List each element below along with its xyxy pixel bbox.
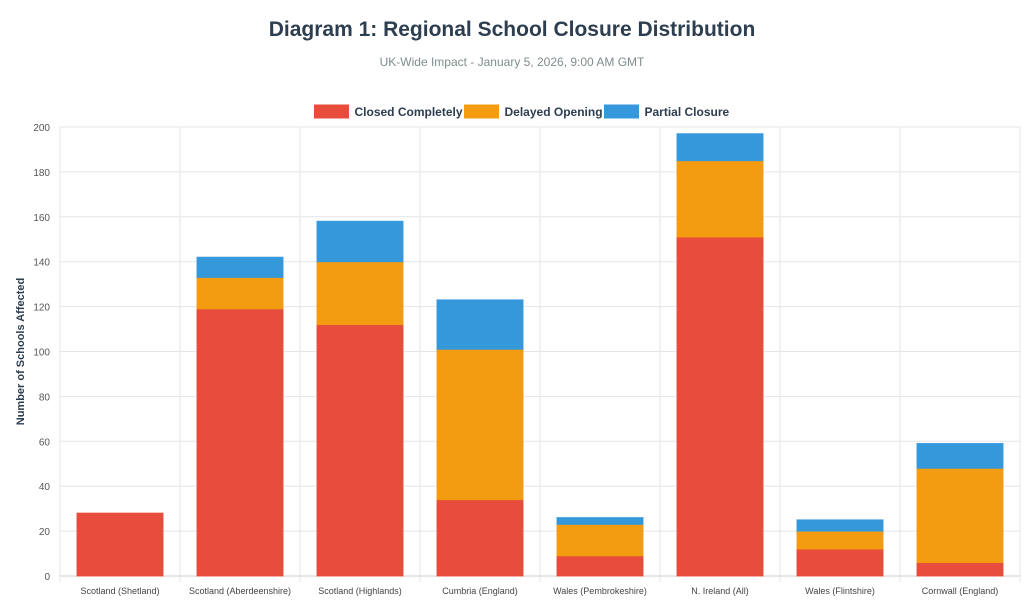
bar-segment-closed-completely (916, 562, 1004, 577)
y-tick-label: 140 (33, 258, 50, 269)
legend-label: Closed Completely (355, 105, 463, 119)
bar-segment-delayed-opening (676, 160, 764, 238)
bar-segment-closed-completely (436, 499, 524, 577)
y-tick-label: 40 (39, 482, 51, 493)
legend-swatch (604, 104, 639, 119)
y-tick-label: 160 (33, 213, 50, 224)
y-tick-label: 20 (39, 527, 51, 538)
x-tick-label: Wales (Pembrokeshire) (553, 586, 647, 596)
x-tick-label: Cumbria (England) (442, 586, 518, 596)
bar-segment-closed-completely (556, 555, 644, 577)
legend-swatch (314, 104, 349, 119)
x-tick-label: N. Ireland (All) (691, 586, 749, 596)
y-axis-title: Number of Schools Affected (15, 278, 27, 426)
y-tick-label: 120 (33, 303, 50, 314)
bar-segment-partial-closure (436, 299, 524, 350)
bar-segment-closed-completely (196, 308, 284, 577)
x-tick-label: Wales (Flintshire) (805, 586, 875, 596)
legend-label: Partial Closure (645, 105, 730, 119)
y-tick-label: 80 (39, 392, 51, 403)
x-tick-label: Scotland (Shetland) (80, 586, 159, 596)
bar-segment-partial-closure (796, 519, 884, 532)
bar-segment-closed-completely (316, 324, 404, 577)
bar-segment-delayed-opening (796, 530, 884, 550)
bar-segment-partial-closure (316, 220, 404, 263)
chart-title: Diagram 1: Regional School Closure Distr… (268, 18, 756, 41)
bar-segment-partial-closure (916, 443, 1004, 469)
y-tick-label: 100 (33, 348, 50, 359)
bar-segment-closed-completely (796, 548, 884, 577)
y-tick-label: 60 (39, 437, 51, 448)
y-tick-label: 200 (33, 123, 50, 134)
x-tick-label: Scotland (Highlands) (318, 586, 402, 596)
chart-subtitle: UK-Wide Impact - January 5, 2026, 9:00 A… (379, 55, 645, 69)
bar-segment-partial-closure (676, 133, 764, 162)
x-tick-label: Scotland (Aberdeenshire) (189, 586, 291, 596)
legend-swatch (464, 104, 499, 119)
x-tick-label: Cornwall (England) (922, 586, 999, 596)
y-tick-label: 180 (33, 168, 50, 179)
bar-segment-partial-closure (556, 517, 644, 525)
bar-segment-closed-completely (76, 512, 164, 577)
bar-segment-delayed-opening (316, 261, 404, 326)
bar-segment-delayed-opening (436, 348, 524, 501)
y-tick-label: 0 (44, 572, 50, 583)
bar-segment-delayed-opening (916, 467, 1004, 564)
legend-label: Delayed Opening (505, 105, 603, 119)
bar-segment-delayed-opening (556, 523, 644, 557)
bar-segment-delayed-opening (196, 276, 284, 310)
bar-segment-closed-completely (676, 236, 764, 577)
bar-segment-partial-closure (196, 256, 284, 278)
